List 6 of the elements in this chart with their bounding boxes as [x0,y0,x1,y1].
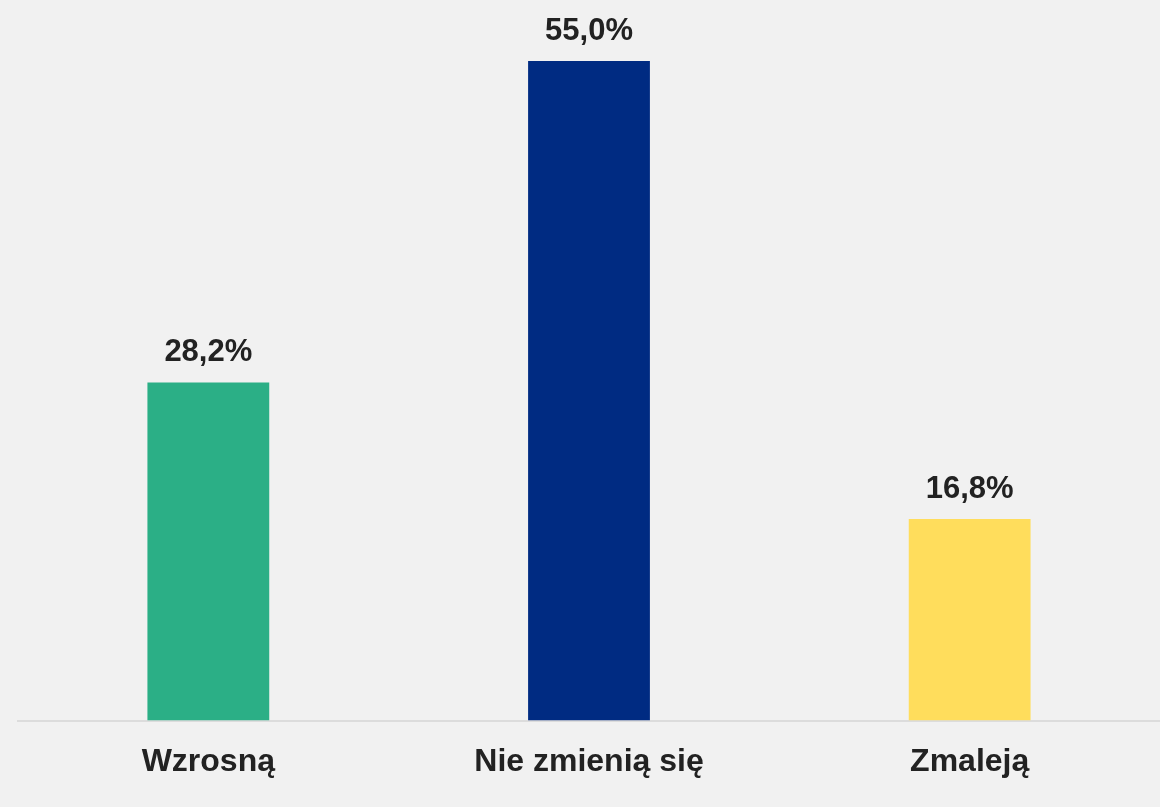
x-tick-label: Nie zmienią się [474,741,704,778]
data-label: 16,8% [925,470,1014,506]
x-tick-label: Zmaleją [910,741,1030,778]
data-label: 55,0% [545,12,633,48]
data-label: 28,2% [164,333,253,369]
x-tick-label: Wzrosną [141,741,276,778]
